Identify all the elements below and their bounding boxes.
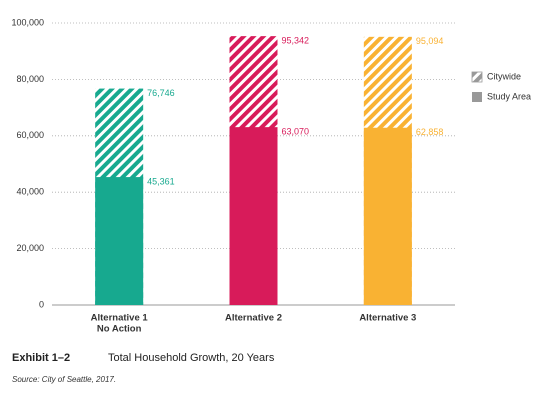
- x-tick-label: Alternative 1: [91, 313, 149, 324]
- bar: [95, 177, 144, 305]
- value-label: 45,361: [147, 176, 175, 186]
- x-tick-label: No Action: [97, 324, 142, 335]
- value-label: 76,746: [147, 88, 175, 98]
- x-tick-label: Alternative 2: [225, 313, 282, 324]
- legend-swatch: [472, 92, 482, 102]
- legend-swatch: [471, 71, 483, 83]
- x-tick-label: Alternative 3: [359, 313, 416, 324]
- chart-title: Total Household Growth, 20 Years: [108, 352, 275, 364]
- legend-label: Study Area: [487, 91, 531, 101]
- bar: [363, 127, 412, 305]
- value-label: 63,070: [282, 127, 310, 137]
- y-tick-label: 80,000: [16, 74, 44, 84]
- y-tick-label: 0: [39, 299, 44, 309]
- source: Source: City of Seattle, 2017.: [12, 375, 116, 384]
- y-tick-label: 100,000: [11, 17, 44, 27]
- legend-label: Citywide: [487, 71, 521, 81]
- bar: [229, 127, 278, 305]
- value-label: 95,094: [416, 36, 444, 46]
- exhibit-label: Exhibit 1–2: [12, 352, 70, 364]
- y-tick-label: 40,000: [16, 187, 44, 197]
- y-tick-label: 60,000: [16, 130, 44, 140]
- value-label: 62,858: [416, 127, 444, 137]
- value-label: 95,342: [282, 36, 310, 46]
- y-tick-label: 20,000: [16, 243, 44, 253]
